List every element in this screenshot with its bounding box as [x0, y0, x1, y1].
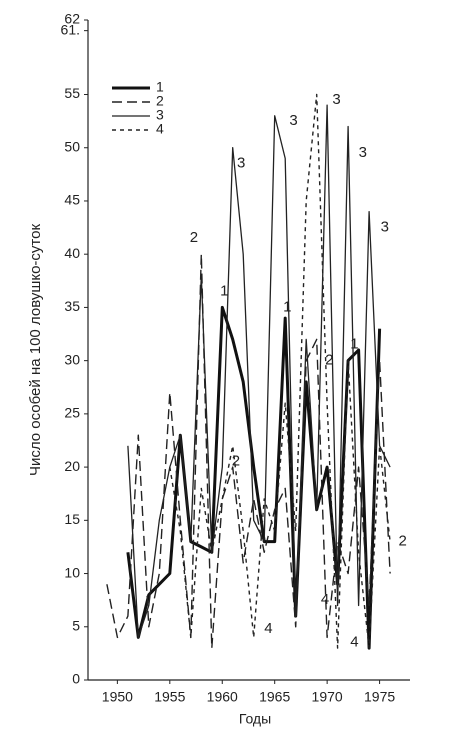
series-line	[169, 93, 391, 649]
y-tick-label: 0	[72, 671, 80, 687]
annotation: 4	[321, 591, 329, 608]
annotation: 3	[332, 91, 340, 108]
annotation: 2	[398, 533, 406, 550]
y-tick-label: 45	[64, 192, 80, 208]
y-tick-label: 50	[64, 138, 80, 154]
annotation: 3	[289, 112, 297, 129]
annotation: 2	[325, 352, 333, 369]
series-line	[126, 305, 382, 650]
annotation: 1	[283, 298, 291, 315]
x-axis-label: Годы	[239, 711, 271, 727]
y-tick-label: 40	[64, 245, 80, 261]
annotation: 4	[264, 620, 272, 637]
y-tick-label: 61.	[61, 21, 80, 37]
legend-label: 3	[156, 107, 164, 123]
y-tick-label: 30	[64, 351, 80, 367]
annotation: 2	[232, 453, 240, 470]
x-tick-label: 1970	[312, 689, 343, 705]
series-line	[127, 104, 391, 639]
x-tick-label: 1955	[154, 689, 185, 705]
x-tick-label: 1950	[102, 689, 133, 705]
annotation: 2	[190, 229, 198, 246]
x-tick-label: 1975	[364, 689, 395, 705]
y-tick-label: 25	[64, 405, 80, 421]
legend-label: 1	[156, 79, 164, 95]
x-tick-label: 1965	[259, 689, 290, 705]
y-tick-label: 5	[72, 617, 80, 633]
y-tick-label: 15	[64, 511, 80, 527]
x-tick-label: 1960	[207, 689, 238, 705]
y-tick-label: 55	[64, 85, 80, 101]
y-tick-label: 10	[64, 564, 80, 580]
y-tick-label: 35	[64, 298, 80, 314]
series-line	[106, 253, 391, 649]
y-tick-label: 62	[64, 11, 80, 27]
legend-label: 4	[156, 121, 164, 137]
annotation: 1	[220, 282, 228, 299]
legend-label: 2	[156, 93, 164, 109]
annotation: 3	[359, 144, 367, 161]
y-tick-label: 20	[64, 458, 80, 474]
annotation: 3	[237, 155, 245, 172]
annotation: 1	[350, 336, 358, 353]
annotation: 4	[350, 634, 358, 651]
y-axis-label: Число особей на 100 ловушко-суток	[27, 224, 44, 477]
annotation: 3	[381, 219, 389, 236]
